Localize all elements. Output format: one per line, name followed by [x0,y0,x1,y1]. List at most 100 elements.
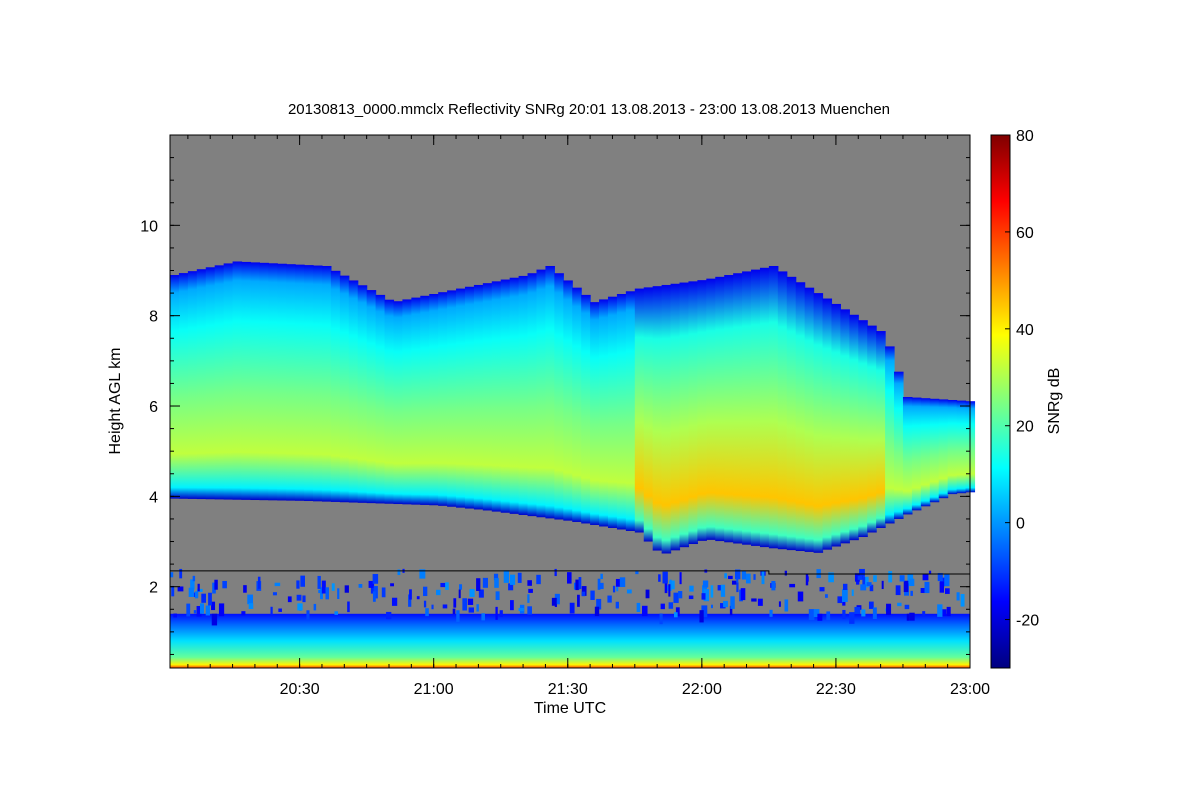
clutter-speckle [922,574,929,581]
clutter-speckle [937,572,943,582]
clutter-speckle [769,609,773,617]
clutter-speckle [720,584,726,597]
cloud-reflectivity-column [947,399,958,495]
clutter-speckle [270,606,273,615]
clutter-speckle [828,572,834,583]
clutter-speckle [842,583,848,590]
clutter-speckle [347,601,350,613]
clutter-speckle [296,594,302,601]
clutter-speckle [881,580,884,590]
clutter-speckle [723,600,728,608]
clutter-speckle [771,580,776,591]
clutter-speckle [386,611,392,620]
cloud-reflectivity-column [751,269,761,546]
cloud-reflectivity-column [679,282,690,548]
clutter-speckle [241,611,246,616]
clutter-speckle [300,575,306,587]
clutter-speckle [669,580,675,590]
clutter-speckle [946,606,951,617]
clutter-speckle [179,568,183,579]
cloud-reflectivity-column [366,290,377,504]
cloud-reflectivity-column [956,400,967,494]
clutter-speckle [509,574,516,585]
cloud-reflectivity-column [286,264,296,501]
cloud-reflectivity-column [706,278,716,540]
cloud-reflectivity-column [652,286,663,551]
clutter-speckle [673,592,679,603]
cloud-reflectivity-column [304,265,314,502]
clutter-speckle [297,603,303,611]
clutter-speckle [857,575,863,580]
clutter-speckle [717,585,723,591]
clutter-speckle [397,569,401,576]
clutter-speckle [673,612,678,618]
clutter-speckle [452,608,456,615]
plot-frame [169,134,971,669]
clutter-speckle [567,572,572,584]
cloud-reflectivity-column [902,396,913,515]
cloud-reflectivity-column [295,264,305,501]
colorbar-label: SNRg dB [1046,368,1063,435]
clutter-speckle [675,607,680,617]
clutter-speckle [467,598,474,605]
clutter-speckle [581,586,587,596]
clutter-speckle [177,586,184,592]
cloud-reflectivity-column [590,302,600,525]
clutter-speckle [337,588,340,599]
clutter-speckle [372,573,379,584]
colorbar-tick-label: 40 [1016,322,1034,339]
clutter-speckle [897,602,902,607]
x-tick-label: 22:00 [682,681,722,698]
x-tick-label: 21:30 [548,681,588,698]
clutter-speckle [701,605,708,618]
clutter-speckle [761,571,765,585]
clutter-speckle [728,575,733,580]
clutter-speckle [701,593,706,600]
cloud-reflectivity-column [911,397,922,511]
colorbar-tick-label: 0 [1016,516,1025,533]
cloud-reflectivity-column [599,299,609,527]
cloud-reflectivity-column [733,273,743,544]
clutter-speckle [423,586,428,597]
clutter-speckle [669,579,672,591]
cloud-reflectivity-column [402,299,412,505]
cloud-reflectivity-column [375,294,386,504]
clutter-speckle [960,594,965,607]
cloud-reflectivity-column [518,275,529,515]
clutter-speckle [702,580,709,588]
cloud-reflectivity-column [491,281,502,512]
cloud-reflectivity-column [250,262,260,501]
clutter-speckle [536,574,541,585]
clutter-speckle [928,570,932,575]
colorbar-tick-label: 20 [1016,419,1034,436]
y-tick-label: 8 [149,309,158,326]
clutter-speckle [503,570,509,583]
clutter-speckle [668,584,671,597]
clutter-speckle [190,579,195,590]
clutter-speckle [370,587,375,594]
clutter-speckle [445,582,449,590]
clutter-speckle [888,571,893,583]
clutter-speckle [320,587,323,600]
cloud-reflectivity-column [831,303,841,547]
clutter-speckle [724,573,727,579]
clutter-speckle [569,602,575,614]
clutter-speckle [456,610,460,623]
clutter-speckle [222,580,227,589]
cloud-reflectivity-column [724,275,734,543]
clutter-speckle [826,611,831,621]
cloud-reflectivity-column [321,265,332,502]
clutter-speckle [596,598,602,610]
x-axis-label: Time UTC [534,700,606,717]
clutter-speckle [851,589,854,596]
clutter-speckle [575,579,579,591]
clutter-speckle [334,611,339,615]
clutter-speckle [381,587,386,598]
cloud-reflectivity-column [429,293,439,506]
clutter-speckle [317,575,321,589]
clutter-speckle [842,609,846,620]
clutter-speckle [201,593,206,603]
clutter-speckle [869,584,874,592]
cloud-reflectivity-column [715,276,725,542]
